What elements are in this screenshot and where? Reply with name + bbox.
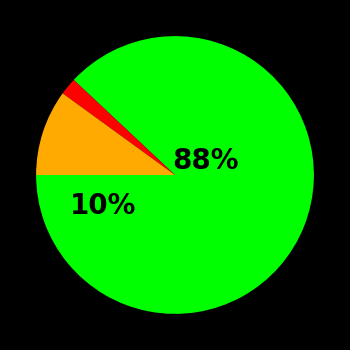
- Text: 10%: 10%: [70, 191, 136, 219]
- Wedge shape: [36, 93, 175, 175]
- Text: 88%: 88%: [172, 147, 239, 175]
- Wedge shape: [63, 80, 175, 175]
- Wedge shape: [36, 36, 314, 314]
